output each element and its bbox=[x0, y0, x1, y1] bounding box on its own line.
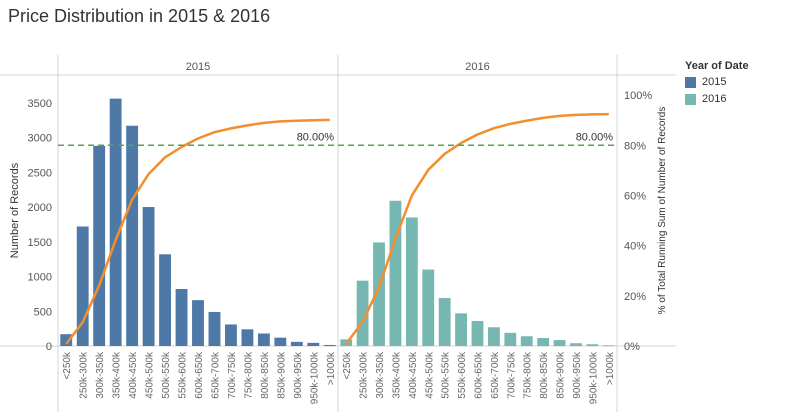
legend-item-2016[interactable]: 2016 bbox=[685, 93, 749, 105]
x-tick-label: 350k-400k bbox=[391, 351, 402, 399]
x-tick-label: 250k-300k bbox=[359, 351, 370, 399]
y2-tick-label: 0% bbox=[624, 341, 640, 353]
x-tick-label: >1000k bbox=[326, 351, 337, 385]
x-tick-label: 250k-300k bbox=[79, 351, 90, 399]
bar-2015-10 bbox=[225, 324, 237, 346]
x-tick-label: 550k-600k bbox=[178, 351, 189, 399]
x-tick-label: 750k-800k bbox=[523, 351, 534, 399]
x-tick-label: <250k bbox=[342, 351, 353, 380]
bar-2015-12 bbox=[257, 333, 270, 346]
y2-tick-label: 20% bbox=[624, 291, 646, 303]
legend-swatch-2015 bbox=[685, 76, 696, 88]
y-tick-label: 3000 bbox=[28, 133, 52, 145]
y-tick-label: 1000 bbox=[28, 272, 52, 284]
bar-2016-10 bbox=[504, 332, 517, 346]
x-tick-label: 850k-900k bbox=[556, 351, 567, 399]
bar-2015-7 bbox=[175, 289, 188, 346]
y2-tick-label: 80% bbox=[624, 140, 646, 152]
y2-tick-label: 60% bbox=[624, 190, 646, 202]
x-tick-label: 300k-350k bbox=[95, 351, 106, 399]
bar-2016-3 bbox=[389, 200, 402, 346]
x-tick-label: 950k-1000k bbox=[588, 351, 599, 404]
bar-2016-16 bbox=[602, 345, 615, 347]
bar-2015-4 bbox=[126, 125, 139, 346]
running-sum-line-2015 bbox=[65, 118, 330, 345]
x-tick-label: 500k-550k bbox=[161, 351, 172, 399]
bar-2016-9 bbox=[488, 327, 500, 346]
legend-swatch-2016 bbox=[685, 93, 696, 105]
bar-2016-5 bbox=[422, 269, 435, 346]
x-tick-label: 750k-800k bbox=[243, 351, 254, 399]
legend-label-2016: 2016 bbox=[702, 93, 727, 105]
x-tick-label: 700k-750k bbox=[227, 351, 238, 399]
reference-label-2016: 80.00% bbox=[576, 131, 614, 143]
y2-axis-title: % of Total Running Sum of Number of Reco… bbox=[657, 107, 668, 315]
bar-2015-3 bbox=[109, 98, 122, 346]
reference-label-2015: 80.00% bbox=[297, 131, 335, 143]
bar-2015-0 bbox=[60, 334, 73, 346]
bar-2015-13 bbox=[274, 337, 287, 346]
x-tick-label: 500k-550k bbox=[441, 351, 452, 399]
bar-2015-1 bbox=[76, 226, 89, 346]
chart-title: Price Distribution in 2015 & 2016 bbox=[8, 6, 271, 26]
x-tick-label: 900k-950k bbox=[293, 351, 304, 399]
bar-2016-1 bbox=[356, 280, 369, 346]
x-tick-label: 450k-500k bbox=[145, 351, 156, 399]
y-tick-label: 2500 bbox=[28, 167, 52, 179]
legend-item-2015[interactable]: 2015 bbox=[685, 76, 749, 88]
x-tick-label: 900k-950k bbox=[572, 351, 583, 399]
running-sum-line-2016 bbox=[345, 112, 609, 345]
bar-2015-2 bbox=[93, 145, 106, 346]
y-tick-label: 3500 bbox=[28, 98, 52, 110]
x-tick-label: 550k-600k bbox=[457, 351, 468, 399]
bar-2015-8 bbox=[192, 300, 204, 346]
x-tick-label: 400k-450k bbox=[408, 351, 419, 399]
x-tick-label: 850k-900k bbox=[276, 351, 287, 399]
bar-2016-6 bbox=[438, 298, 451, 346]
x-tick-label: 600k-650k bbox=[474, 351, 485, 399]
x-tick-label: 450k-500k bbox=[424, 351, 435, 399]
x-tick-label: <250k bbox=[62, 351, 73, 380]
x-tick-label: 600k-650k bbox=[194, 351, 205, 399]
y-tick-label: 2000 bbox=[28, 202, 52, 214]
panel-title-2016: 2016 bbox=[465, 61, 489, 73]
bar-2016-11 bbox=[520, 336, 533, 346]
bar-2015-5 bbox=[142, 207, 155, 346]
legend-label-2015: 2015 bbox=[702, 76, 727, 88]
bar-2016-12 bbox=[537, 338, 550, 346]
y2-tick-label: 40% bbox=[624, 241, 646, 253]
bar-2016-7 bbox=[455, 313, 467, 346]
x-tick-label: 350k-400k bbox=[112, 351, 123, 399]
legend[interactable]: Year of Date 2015 2016 bbox=[685, 60, 749, 110]
x-tick-label: 700k-750k bbox=[506, 351, 517, 399]
x-tick-label: 300k-350k bbox=[375, 351, 386, 399]
bar-2016-4 bbox=[405, 217, 418, 346]
bar-2015-11 bbox=[241, 329, 254, 346]
y-tick-label: 0 bbox=[46, 341, 52, 353]
bar-2016-2 bbox=[373, 242, 385, 346]
x-tick-label: 650k-700k bbox=[490, 351, 501, 399]
x-tick-label: 650k-700k bbox=[210, 351, 221, 399]
y2-tick-label: 100% bbox=[624, 90, 652, 102]
panel-title-2015: 2015 bbox=[186, 61, 210, 73]
x-tick-label: >1000k bbox=[605, 351, 616, 385]
bar-2015-15 bbox=[307, 342, 320, 346]
bar-2016-13 bbox=[553, 340, 566, 346]
x-tick-label: 950k-1000k bbox=[309, 351, 320, 404]
bar-2015-16 bbox=[323, 344, 336, 346]
y-tick-label: 500 bbox=[34, 306, 52, 318]
bar-2016-8 bbox=[471, 320, 484, 346]
legend-title: Year of Date bbox=[685, 60, 749, 72]
y-tick-label: 1500 bbox=[28, 237, 52, 249]
bar-2015-6 bbox=[159, 254, 171, 346]
x-tick-label: 800k-850k bbox=[260, 351, 271, 399]
x-tick-label: 400k-450k bbox=[128, 351, 139, 399]
bar-2015-9 bbox=[208, 311, 221, 346]
bar-2016-14 bbox=[570, 343, 582, 346]
bar-2016-15 bbox=[586, 344, 599, 346]
y-axis-title: Number of Records bbox=[9, 162, 21, 258]
bar-2015-14 bbox=[290, 341, 303, 346]
x-tick-label: 800k-850k bbox=[539, 351, 550, 399]
